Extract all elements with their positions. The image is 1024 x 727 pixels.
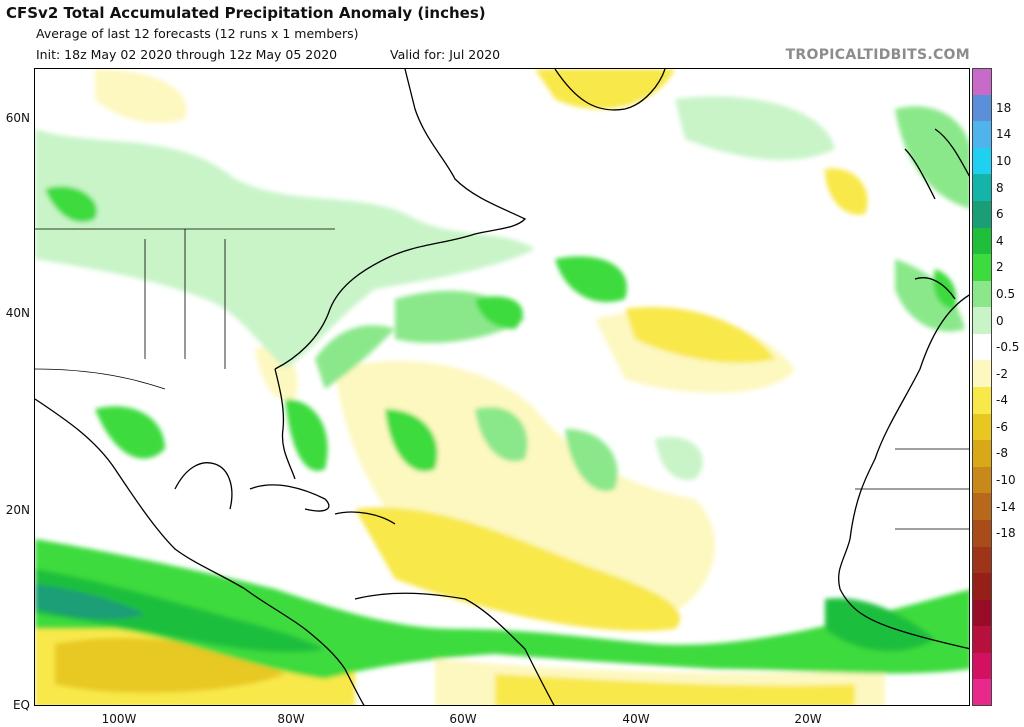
valid-text: Valid for: Jul 2020 bbox=[390, 47, 501, 62]
colorbar-segment bbox=[972, 519, 992, 547]
colorbar-segment bbox=[972, 546, 992, 574]
colorbar-segment bbox=[972, 626, 992, 654]
colorbar-segment bbox=[972, 200, 992, 228]
colorbar-label: -0.5 bbox=[996, 340, 1020, 355]
map-canvas bbox=[35, 69, 969, 705]
lon-label-80w: 80W bbox=[277, 712, 305, 726]
lon-label-40w: 40W bbox=[622, 712, 650, 726]
colorbar-segment bbox=[972, 599, 992, 627]
colorbar-segment bbox=[972, 68, 992, 96]
colorbar-label: -8 bbox=[996, 446, 1008, 461]
colorbar-segment bbox=[972, 466, 992, 494]
borders bbox=[35, 228, 969, 530]
init-text: Init: 18z May 02 2020 through 12z May 05… bbox=[36, 47, 338, 62]
coastlines bbox=[35, 69, 969, 705]
anomaly-field bbox=[35, 69, 969, 705]
colorbar-label: 0.5 bbox=[996, 286, 1016, 301]
colorbar-segment bbox=[972, 254, 992, 282]
colorbar-segment bbox=[972, 493, 992, 521]
colorbar-segment bbox=[972, 147, 992, 175]
forecast-description: Average of last 12 forecasts (12 runs x … bbox=[36, 26, 359, 41]
map-title: CFSv2 Total Accumulated Precipitation An… bbox=[6, 4, 486, 22]
lon-label-20w: 20W bbox=[794, 712, 822, 726]
colorbar-label: -2 bbox=[996, 366, 1008, 381]
lat-label-20n: 20N bbox=[5, 503, 30, 517]
colorbar-segment bbox=[972, 573, 992, 601]
colorbar-label: 2 bbox=[996, 260, 1004, 275]
colorbar-segment bbox=[972, 679, 992, 707]
colorbar-label: 4 bbox=[996, 233, 1004, 248]
precipitation-map bbox=[34, 68, 970, 706]
colorbar-label: -4 bbox=[996, 393, 1008, 408]
colorbar-label: 8 bbox=[996, 180, 1004, 195]
colorbar-label: 6 bbox=[996, 207, 1004, 222]
colorbar-segment bbox=[972, 440, 992, 468]
colorbar-segment bbox=[972, 307, 992, 335]
colorbar-label: 10 bbox=[996, 154, 1012, 169]
colorbar bbox=[972, 68, 992, 707]
brand-watermark: TROPICALTIDBITS.COM bbox=[785, 47, 970, 63]
colorbar-label: 18 bbox=[996, 100, 1012, 115]
lon-label-60w: 60W bbox=[449, 712, 477, 726]
lat-label-40n: 40N bbox=[5, 306, 30, 320]
colorbar-segment bbox=[972, 280, 992, 308]
colorbar-label: 0 bbox=[996, 313, 1004, 328]
colorbar-label: 14 bbox=[996, 127, 1012, 142]
colorbar-segment bbox=[972, 227, 992, 255]
colorbar-label: -18 bbox=[996, 526, 1016, 541]
colorbar-segment bbox=[972, 121, 992, 149]
colorbar-segment bbox=[972, 333, 992, 361]
colorbar-segment bbox=[972, 652, 992, 680]
colorbar-segment bbox=[972, 94, 992, 122]
colorbar-segment bbox=[972, 413, 992, 441]
colorbar-segment bbox=[972, 360, 992, 388]
lon-label-100w: 100W bbox=[101, 712, 137, 726]
colorbar-segment bbox=[972, 387, 992, 415]
colorbar-label: -6 bbox=[996, 419, 1008, 434]
colorbar-label: -10 bbox=[996, 473, 1016, 488]
lat-label-60n: 60N bbox=[5, 111, 30, 125]
colorbar-segment bbox=[972, 174, 992, 202]
lat-label-eq: EQ bbox=[12, 698, 30, 712]
colorbar-label: -14 bbox=[996, 499, 1016, 514]
